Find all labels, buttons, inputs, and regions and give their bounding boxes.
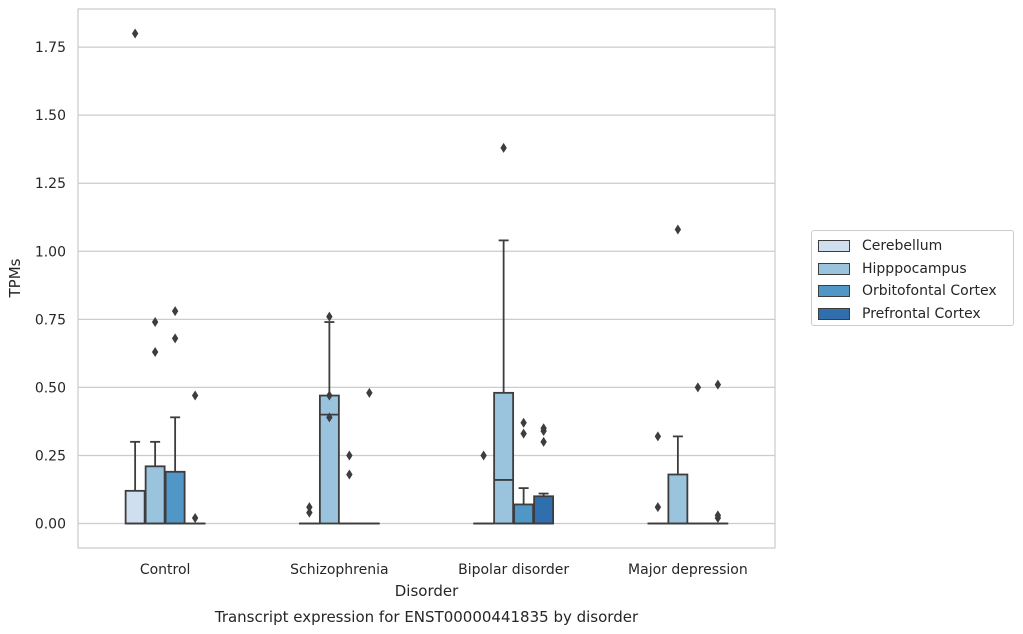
box-marks bbox=[124, 28, 729, 525]
box-prefrontal-cortex bbox=[707, 379, 729, 525]
x-axis-ticks: Control Schizophrenia Bipolar disorder Majo… bbox=[140, 562, 748, 578]
legend: Cerebellum Hipppocampus Orbitofontal Corte… bbox=[811, 230, 1014, 326]
outlier-point bbox=[346, 450, 353, 461]
box bbox=[164, 470, 186, 525]
outlier-point bbox=[480, 450, 487, 461]
x-tick-label: Schizophrenia bbox=[290, 562, 388, 578]
outlier-point bbox=[366, 387, 373, 398]
outlier-point bbox=[326, 412, 333, 423]
outlier-point bbox=[540, 436, 547, 447]
box-cerebellum bbox=[647, 431, 669, 525]
outlier-point bbox=[326, 311, 333, 322]
outlier-point bbox=[151, 347, 159, 357]
outlier-point bbox=[520, 417, 527, 428]
chart-title: Transcript expression for ENST0000044183… bbox=[214, 608, 639, 626]
legend-item: Hipppocampus bbox=[818, 258, 1013, 281]
outlier-point bbox=[520, 428, 527, 439]
legend-swatch bbox=[818, 262, 850, 275]
legend-item: Cerebellum bbox=[818, 235, 1013, 258]
y-tick-label: 0.50 bbox=[35, 380, 66, 396]
outlier-point bbox=[714, 510, 722, 521]
box bbox=[667, 473, 689, 525]
box-orbitofontal-cortex bbox=[338, 450, 360, 525]
outlier-point bbox=[654, 431, 662, 442]
box-hipppocampus bbox=[493, 142, 515, 525]
box-hipppocampus bbox=[144, 317, 166, 525]
outlier-point bbox=[131, 28, 139, 39]
outlier-point bbox=[674, 224, 682, 235]
outlier-point bbox=[191, 390, 199, 401]
outlier-point bbox=[500, 142, 507, 153]
x-tick-label: Bipolar disorder bbox=[458, 562, 569, 578]
outlier-point bbox=[326, 390, 333, 401]
y-axis-label: TPMs bbox=[6, 258, 24, 298]
box-orbitofontal-cortex bbox=[513, 417, 535, 525]
box-cerebellum bbox=[473, 450, 495, 525]
outlier-point bbox=[151, 317, 159, 328]
box bbox=[144, 465, 166, 525]
box-hipppocampus bbox=[667, 224, 689, 525]
outlier-point bbox=[191, 513, 199, 524]
legend-label: Hipppocampus bbox=[862, 260, 967, 277]
y-tick-label: 1.50 bbox=[35, 108, 66, 124]
outlier-point bbox=[540, 423, 547, 434]
x-axis-label: Disorder bbox=[395, 582, 459, 600]
outlier-point bbox=[306, 507, 313, 518]
y-tick-label: 0.75 bbox=[35, 312, 66, 328]
legend-swatch bbox=[818, 307, 850, 320]
outlier-point bbox=[306, 502, 313, 513]
legend-label: Prefrontal Cortex bbox=[862, 305, 981, 322]
outlier-point bbox=[171, 333, 179, 344]
outlier-point bbox=[694, 382, 702, 393]
box bbox=[124, 489, 146, 525]
legend-item: Prefrontal Cortex bbox=[818, 303, 1013, 326]
box bbox=[493, 391, 515, 525]
box-hipppocampus bbox=[318, 311, 340, 525]
y-tick-label: 1.75 bbox=[35, 40, 66, 56]
box-cerebellum bbox=[124, 28, 146, 525]
legend-swatch bbox=[818, 240, 850, 253]
box-prefrontal-cortex bbox=[533, 423, 555, 525]
x-tick-label: Major depression bbox=[628, 562, 748, 578]
box-cerebellum bbox=[298, 502, 320, 525]
legend-item: Orbitofontal Cortex bbox=[818, 280, 1013, 303]
box-orbitofontal-cortex bbox=[164, 306, 186, 525]
outlier-point bbox=[714, 379, 722, 390]
y-axis-ticks: 0.00 0.25 0.50 0.75 1.00 1.25 1.50 1.75 bbox=[35, 40, 66, 532]
y-tick-label: 1.00 bbox=[35, 244, 66, 260]
legend-label: Orbitofontal Cortex bbox=[862, 283, 997, 300]
x-tick-label: Control bbox=[140, 562, 191, 578]
box bbox=[513, 503, 535, 525]
outlier-point bbox=[654, 502, 662, 513]
outlier-point bbox=[346, 469, 353, 480]
y-tick-label: 1.25 bbox=[35, 176, 66, 192]
box bbox=[533, 495, 555, 525]
box-prefrontal-cortex bbox=[358, 387, 380, 525]
box-prefrontal-cortex bbox=[184, 390, 206, 525]
legend-swatch bbox=[818, 285, 850, 298]
legend-label: Cerebellum bbox=[862, 238, 943, 255]
y-tick-label: 0.25 bbox=[35, 448, 66, 464]
plot-area bbox=[77, 8, 776, 549]
box-orbitofontal-cortex bbox=[687, 382, 709, 525]
outlier-point bbox=[171, 306, 179, 317]
y-tick-label: 0.00 bbox=[35, 517, 66, 533]
